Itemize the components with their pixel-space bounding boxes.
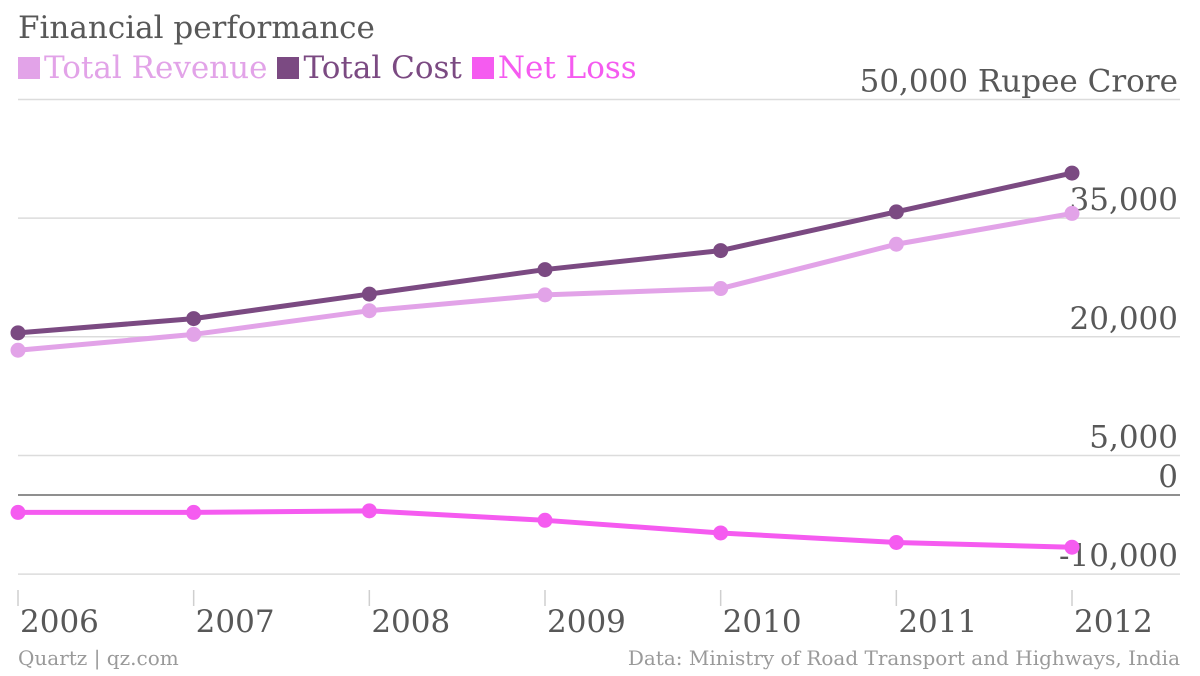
legend-swatch-net-loss [471, 57, 494, 79]
x-tick-label: 2012 [1074, 604, 1153, 640]
data-point [10, 342, 26, 358]
data-point [888, 204, 904, 220]
data-point [537, 287, 553, 303]
data-point [361, 503, 377, 519]
legend: Total Revenue Total Cost Net Loss [18, 50, 637, 86]
data-point [1064, 539, 1080, 555]
footer-source: Data: Ministry of Road Transport and Hig… [627, 646, 1180, 670]
y-tick-label: 20,000 [1070, 301, 1178, 337]
y-tick-label: 5,000 [1089, 419, 1178, 455]
data-point [186, 326, 202, 342]
legend-label-total-cost: Total Cost [303, 50, 462, 86]
data-point [186, 311, 202, 327]
x-tick-label: 2010 [723, 604, 802, 640]
data-point [888, 534, 904, 550]
legend-item-net-loss: Net Loss [471, 50, 637, 86]
data-point [10, 325, 26, 341]
data-point [1064, 165, 1080, 181]
data-point [361, 286, 377, 302]
y-tick-label: -10,000 [1059, 538, 1178, 574]
y-tick-label: 0 [1158, 459, 1178, 495]
data-point [1064, 205, 1080, 221]
data-point [10, 504, 26, 520]
series-line-total-revenue [15, 210, 1075, 353]
data-point [713, 281, 729, 297]
legend-label-net-loss: Net Loss [497, 50, 637, 86]
x-tick-label: 2011 [898, 604, 977, 640]
data-point [888, 236, 904, 252]
legend-swatch-total-cost [277, 57, 300, 79]
data-point [713, 525, 729, 541]
series-line-total-cost [15, 170, 1075, 336]
legend-item-total-cost: Total Cost [277, 50, 462, 86]
legend-item-total-revenue: Total Revenue [18, 50, 267, 86]
x-tick-label: 2007 [196, 604, 275, 640]
y-tick-label: 50,000 Rupee Crore [860, 64, 1178, 100]
legend-swatch-total-revenue [18, 57, 40, 79]
x-tick-label: 2009 [547, 604, 626, 640]
legend-label-total-revenue: Total Revenue [44, 50, 268, 86]
chart-title: Financial performance [18, 10, 375, 46]
data-point [361, 303, 377, 319]
data-point [713, 243, 729, 259]
data-point [537, 262, 553, 278]
data-point [186, 504, 202, 520]
x-tick-label: 2008 [371, 604, 450, 640]
footer-credit: Quartz | qz.com [18, 646, 179, 670]
y-tick-label: 35,000 [1070, 182, 1178, 218]
data-point [537, 512, 553, 528]
x-tick-label: 2006 [20, 604, 99, 640]
